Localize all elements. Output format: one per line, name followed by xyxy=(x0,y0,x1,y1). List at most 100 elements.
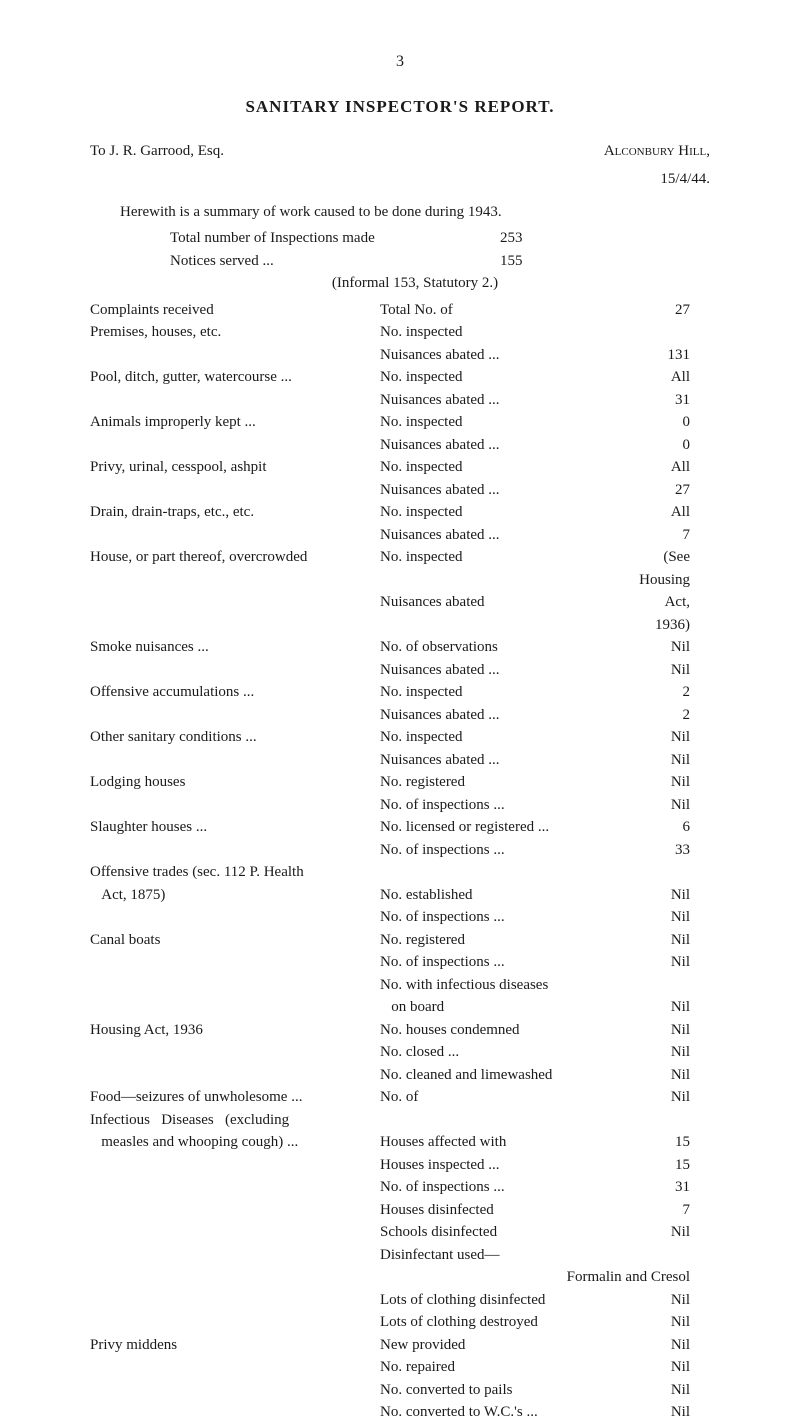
measure-value: 7 xyxy=(630,1199,690,1222)
measure-value: 15 xyxy=(630,1154,690,1177)
category-label: Other sanitary conditions ... xyxy=(90,726,380,749)
table-row: Disinfectant used— xyxy=(90,1244,710,1267)
table-row: Houses inspected ...15 xyxy=(90,1154,710,1177)
category-label xyxy=(90,996,380,1019)
table-row: Lots of clothing disinfectedNil xyxy=(90,1289,710,1312)
category-label: measles and whooping cough) ... xyxy=(90,1131,380,1154)
measure-value: 31 xyxy=(630,1176,690,1199)
location: Alconbury Hill, xyxy=(604,140,710,163)
category-label: Pool, ditch, gutter, watercourse ... xyxy=(90,366,380,389)
measure-value: Nil xyxy=(630,771,690,794)
table-row: No. of inspections ...31 xyxy=(90,1176,710,1199)
measure-label: New provided xyxy=(380,1334,630,1357)
category-label xyxy=(90,1266,380,1289)
measure-value: Act, 1936) xyxy=(630,591,690,636)
measure-label: No. of observations xyxy=(380,636,630,659)
measure-label: No. established xyxy=(380,884,630,907)
measure-label: on board xyxy=(380,996,630,1019)
table-row: Lots of clothing destroyedNil xyxy=(90,1311,710,1334)
table-row: Housing Act, 1936No. houses condemnedNil xyxy=(90,1019,710,1042)
category-label xyxy=(90,1244,380,1267)
table-row: Infectious Diseases (excluding xyxy=(90,1109,710,1132)
measure-value: 0 xyxy=(630,434,690,457)
table-row: No. converted to W.C.'s ...Nil xyxy=(90,1401,710,1424)
category-label xyxy=(90,344,380,367)
measure-value: All xyxy=(630,366,690,389)
measure-label: No. inspected xyxy=(380,726,630,749)
category-label: Premises, houses, etc. xyxy=(90,321,380,344)
measure-label: Nuisances abated ... xyxy=(380,704,630,727)
measure-label: No. of inspections ... xyxy=(380,951,630,974)
measure-value xyxy=(630,861,690,884)
measure-value: Nil xyxy=(630,1221,690,1244)
measure-value: 2 xyxy=(630,681,690,704)
category-label: Offensive accumulations ... xyxy=(90,681,380,704)
category-label xyxy=(90,1064,380,1087)
measure-value: Nil xyxy=(630,1334,690,1357)
table-row: No. of inspections ...Nil xyxy=(90,906,710,929)
measure-value: 27 xyxy=(630,299,690,322)
measure-value: Nil xyxy=(630,1289,690,1312)
measure-value: Nil xyxy=(630,1311,690,1334)
table-row: Formalin and Cresol xyxy=(90,1266,710,1289)
table-row: Offensive trades (sec. 112 P. Health xyxy=(90,861,710,884)
table-row: Nuisances abated ...131 xyxy=(90,344,710,367)
measure-value: (See Housing xyxy=(630,546,690,591)
category-label: Smoke nuisances ... xyxy=(90,636,380,659)
table-row: Complaints receivedTotal No. of27 xyxy=(90,299,710,322)
category-label xyxy=(90,1379,380,1402)
measure-value: 33 xyxy=(630,839,690,862)
measure-value: Nil xyxy=(630,794,690,817)
category-label: Privy, urinal, cesspool, ashpit xyxy=(90,456,380,479)
measure-label: No. with infectious diseases xyxy=(380,974,630,997)
total-inspections-label: Total number of Inspections made xyxy=(170,227,500,250)
measure-value: 0 xyxy=(630,411,690,434)
measure-label: No. inspected xyxy=(380,411,630,434)
table-row: Pool, ditch, gutter, watercourse ...No. … xyxy=(90,366,710,389)
measure-label: Nuisances abated ... xyxy=(380,659,630,682)
informal-note: (Informal 153, Statutory 2.) xyxy=(120,272,710,295)
measure-label: No. licensed or registered ... xyxy=(380,816,630,839)
measure-value: 7 xyxy=(630,524,690,547)
table-row: Houses disinfected7 xyxy=(90,1199,710,1222)
measure-value: Nil xyxy=(630,1064,690,1087)
measure-label: Lots of clothing destroyed xyxy=(380,1311,630,1334)
notices-value: 155 xyxy=(500,250,540,273)
measure-value: All xyxy=(630,456,690,479)
measure-value: 27 xyxy=(630,479,690,502)
measure-label: Disinfectant used— xyxy=(380,1244,630,1267)
measure-value: 131 xyxy=(630,344,690,367)
measure-label: No. inspected xyxy=(380,321,630,344)
table-row: Nuisances abated ...7 xyxy=(90,524,710,547)
table-row: Nuisances abated ...Nil xyxy=(90,659,710,682)
measure-value: Nil xyxy=(630,1041,690,1064)
measure-value xyxy=(630,1244,690,1267)
category-label: Complaints received xyxy=(90,299,380,322)
measure-value xyxy=(630,1109,690,1132)
measure-value: Nil xyxy=(630,659,690,682)
measure-value xyxy=(630,974,690,997)
intro-text: Herewith is a summary of work caused to … xyxy=(120,201,710,224)
measure-label: Nuisances abated ... xyxy=(380,479,630,502)
notices-line: Notices served ... 155 xyxy=(170,250,710,273)
measure-label: No. inspected xyxy=(380,366,630,389)
table-row: Other sanitary conditions ...No. inspect… xyxy=(90,726,710,749)
table-row: Act, 1875)No. establishedNil xyxy=(90,884,710,907)
measure-value: 2 xyxy=(630,704,690,727)
measure-label: No. registered xyxy=(380,929,630,952)
measure-label: No. repaired xyxy=(380,1356,630,1379)
measure-label: Formalin and Cresol xyxy=(380,1266,690,1289)
measure-value: Nil xyxy=(630,726,690,749)
category-label: House, or part thereof, overcrowded xyxy=(90,546,380,591)
table-row: House, or part thereof, overcrowdedNo. i… xyxy=(90,546,710,591)
measure-value xyxy=(630,321,690,344)
measure-label: No. houses condemned xyxy=(380,1019,630,1042)
table-row: Animals improperly kept ...No. inspected… xyxy=(90,411,710,434)
total-inspections-line: Total number of Inspections made 253 xyxy=(170,227,710,250)
measure-label: No. inspected xyxy=(380,501,630,524)
measure-label: Nuisances abated ... xyxy=(380,524,630,547)
category-label xyxy=(90,389,380,412)
category-label xyxy=(90,1311,380,1334)
addressee: To J. R. Garrood, Esq. xyxy=(90,140,224,163)
measure-value: Nil xyxy=(630,906,690,929)
